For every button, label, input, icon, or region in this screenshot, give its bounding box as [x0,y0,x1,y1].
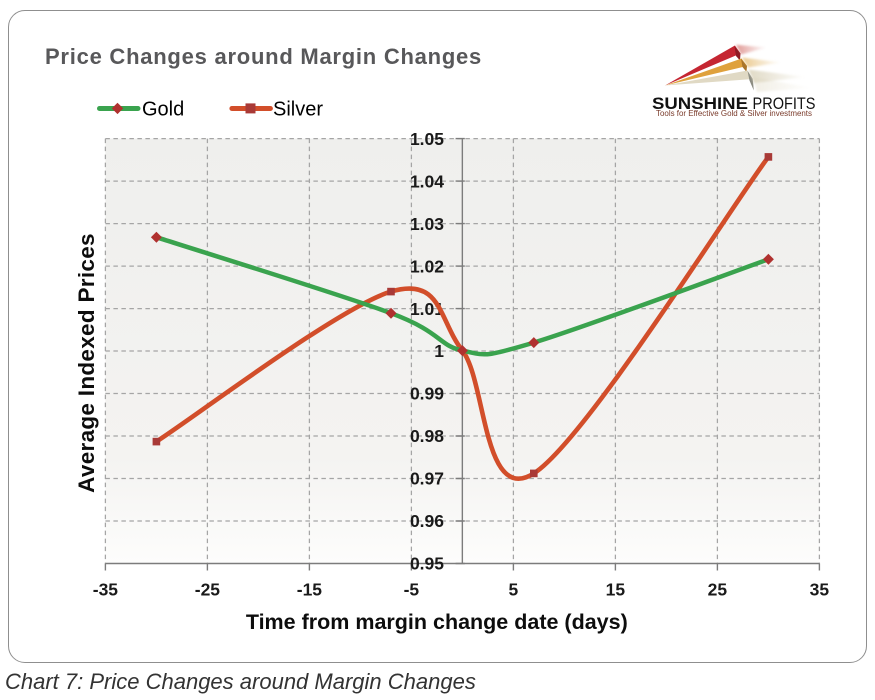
svg-text:PROFITS: PROFITS [753,94,816,113]
svg-text:15: 15 [606,580,626,600]
svg-text:SUNSHINE: SUNSHINE [652,94,748,113]
svg-text:5: 5 [509,580,519,600]
svg-text:0.98: 0.98 [410,426,444,446]
svg-text:Tools for Effective Gold & Sil: Tools for Effective Gold & Silver invest… [656,108,813,118]
svg-text:1: 1 [434,341,444,361]
svg-text:-25: -25 [195,580,221,600]
svg-text:1.02: 1.02 [410,256,444,276]
svg-text:Average Indexed Prices: Average Indexed Prices [74,233,99,493]
svg-text:Silver: Silver [273,99,323,121]
svg-text:Gold: Gold [142,99,184,121]
svg-text:-5: -5 [404,580,420,600]
svg-text:35: 35 [810,580,830,600]
svg-text:-35: -35 [93,580,119,600]
svg-text:0.97: 0.97 [410,469,444,489]
svg-text:-15: -15 [297,580,323,600]
svg-text:1.05: 1.05 [410,129,444,149]
svg-text:0.95: 0.95 [410,554,444,574]
svg-text:1.04: 1.04 [410,171,444,191]
svg-text:Time from margin change date (: Time from margin change date (days) [246,610,628,634]
svg-text:25: 25 [708,580,728,600]
svg-text:1.03: 1.03 [410,214,444,234]
svg-text:0.99: 0.99 [410,384,444,404]
svg-text:0.96: 0.96 [410,511,444,531]
